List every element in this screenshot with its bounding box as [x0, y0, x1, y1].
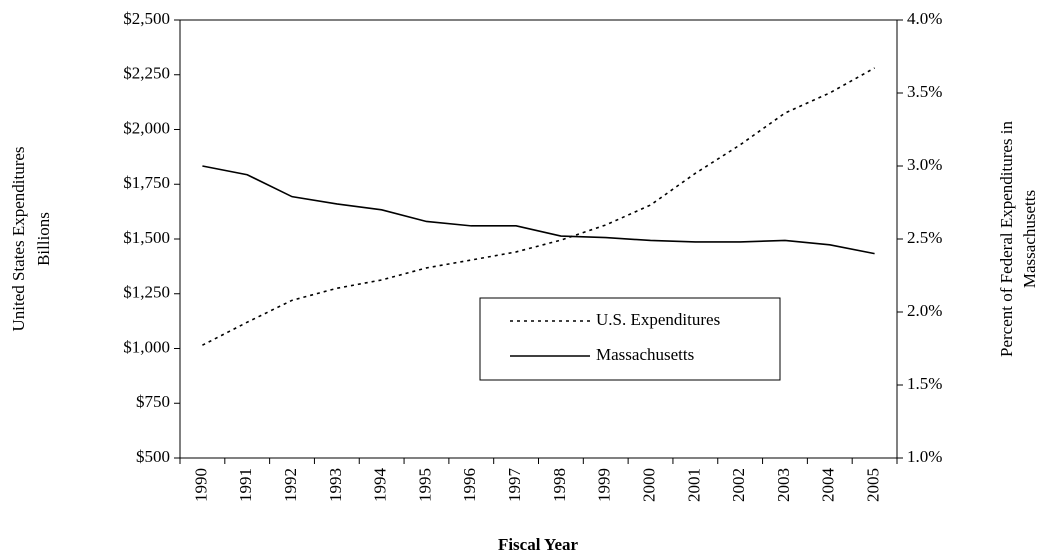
legend-box	[479, 297, 781, 381]
x-tick-label: 1997	[505, 468, 524, 503]
y-tick-label: $1,000	[123, 337, 170, 356]
x-tick-label: 2005	[864, 468, 883, 502]
y2-tick-label: 4.0%	[907, 9, 942, 28]
y2-tick-label: 2.5%	[907, 228, 942, 247]
plot-frame	[179, 19, 898, 459]
x-tick-label: 1999	[595, 468, 614, 502]
x-tick-label: 1996	[460, 468, 479, 502]
y2-tick-label: 2.0%	[907, 301, 942, 320]
x-tick-label: 1991	[236, 468, 255, 502]
y-tick-label: $1,750	[123, 173, 170, 192]
y2-axis-title: Massachusetts	[1020, 190, 1039, 288]
y2-tick-label: 3.5%	[907, 82, 942, 101]
x-tick-label: 1992	[281, 468, 300, 502]
x-tick-label: 1994	[371, 468, 390, 503]
x-tick-label: 1990	[191, 468, 210, 502]
y2-tick-label: 1.0%	[907, 447, 942, 466]
y-tick-label: $1,500	[123, 228, 170, 247]
y-tick-label: $1,250	[123, 283, 170, 302]
x-tick-label: 2001	[684, 468, 703, 502]
legend-label: U.S. Expenditures	[596, 310, 720, 329]
series-line	[202, 67, 875, 346]
x-tick-label: 2002	[729, 468, 748, 502]
y-axis-title: United States Expenditures	[9, 146, 28, 331]
y-tick-label: $500	[136, 447, 170, 466]
y-tick-label: $750	[136, 392, 170, 411]
y2-tick-label: 3.0%	[907, 155, 942, 174]
series-line	[202, 165, 875, 255]
y-tick-label: $2,250	[123, 64, 170, 83]
x-tick-label: 2000	[639, 468, 658, 502]
y-axis-title: Billions	[34, 212, 53, 266]
y-tick-label: $2,500	[123, 9, 170, 28]
legend-label: Massachusetts	[596, 345, 694, 364]
x-tick-label: 1995	[415, 468, 434, 502]
y-tick-label: $2,000	[123, 118, 170, 137]
x-axis-title: Fiscal Year	[498, 535, 579, 554]
x-tick-label: 1993	[326, 468, 345, 502]
y2-axis-title: Percent of Federal Expenditures in	[997, 120, 1016, 357]
x-tick-label: 2003	[774, 468, 793, 502]
x-tick-label: 1998	[550, 468, 569, 502]
x-tick-label: 2004	[819, 468, 838, 503]
y2-tick-label: 1.5%	[907, 374, 942, 393]
